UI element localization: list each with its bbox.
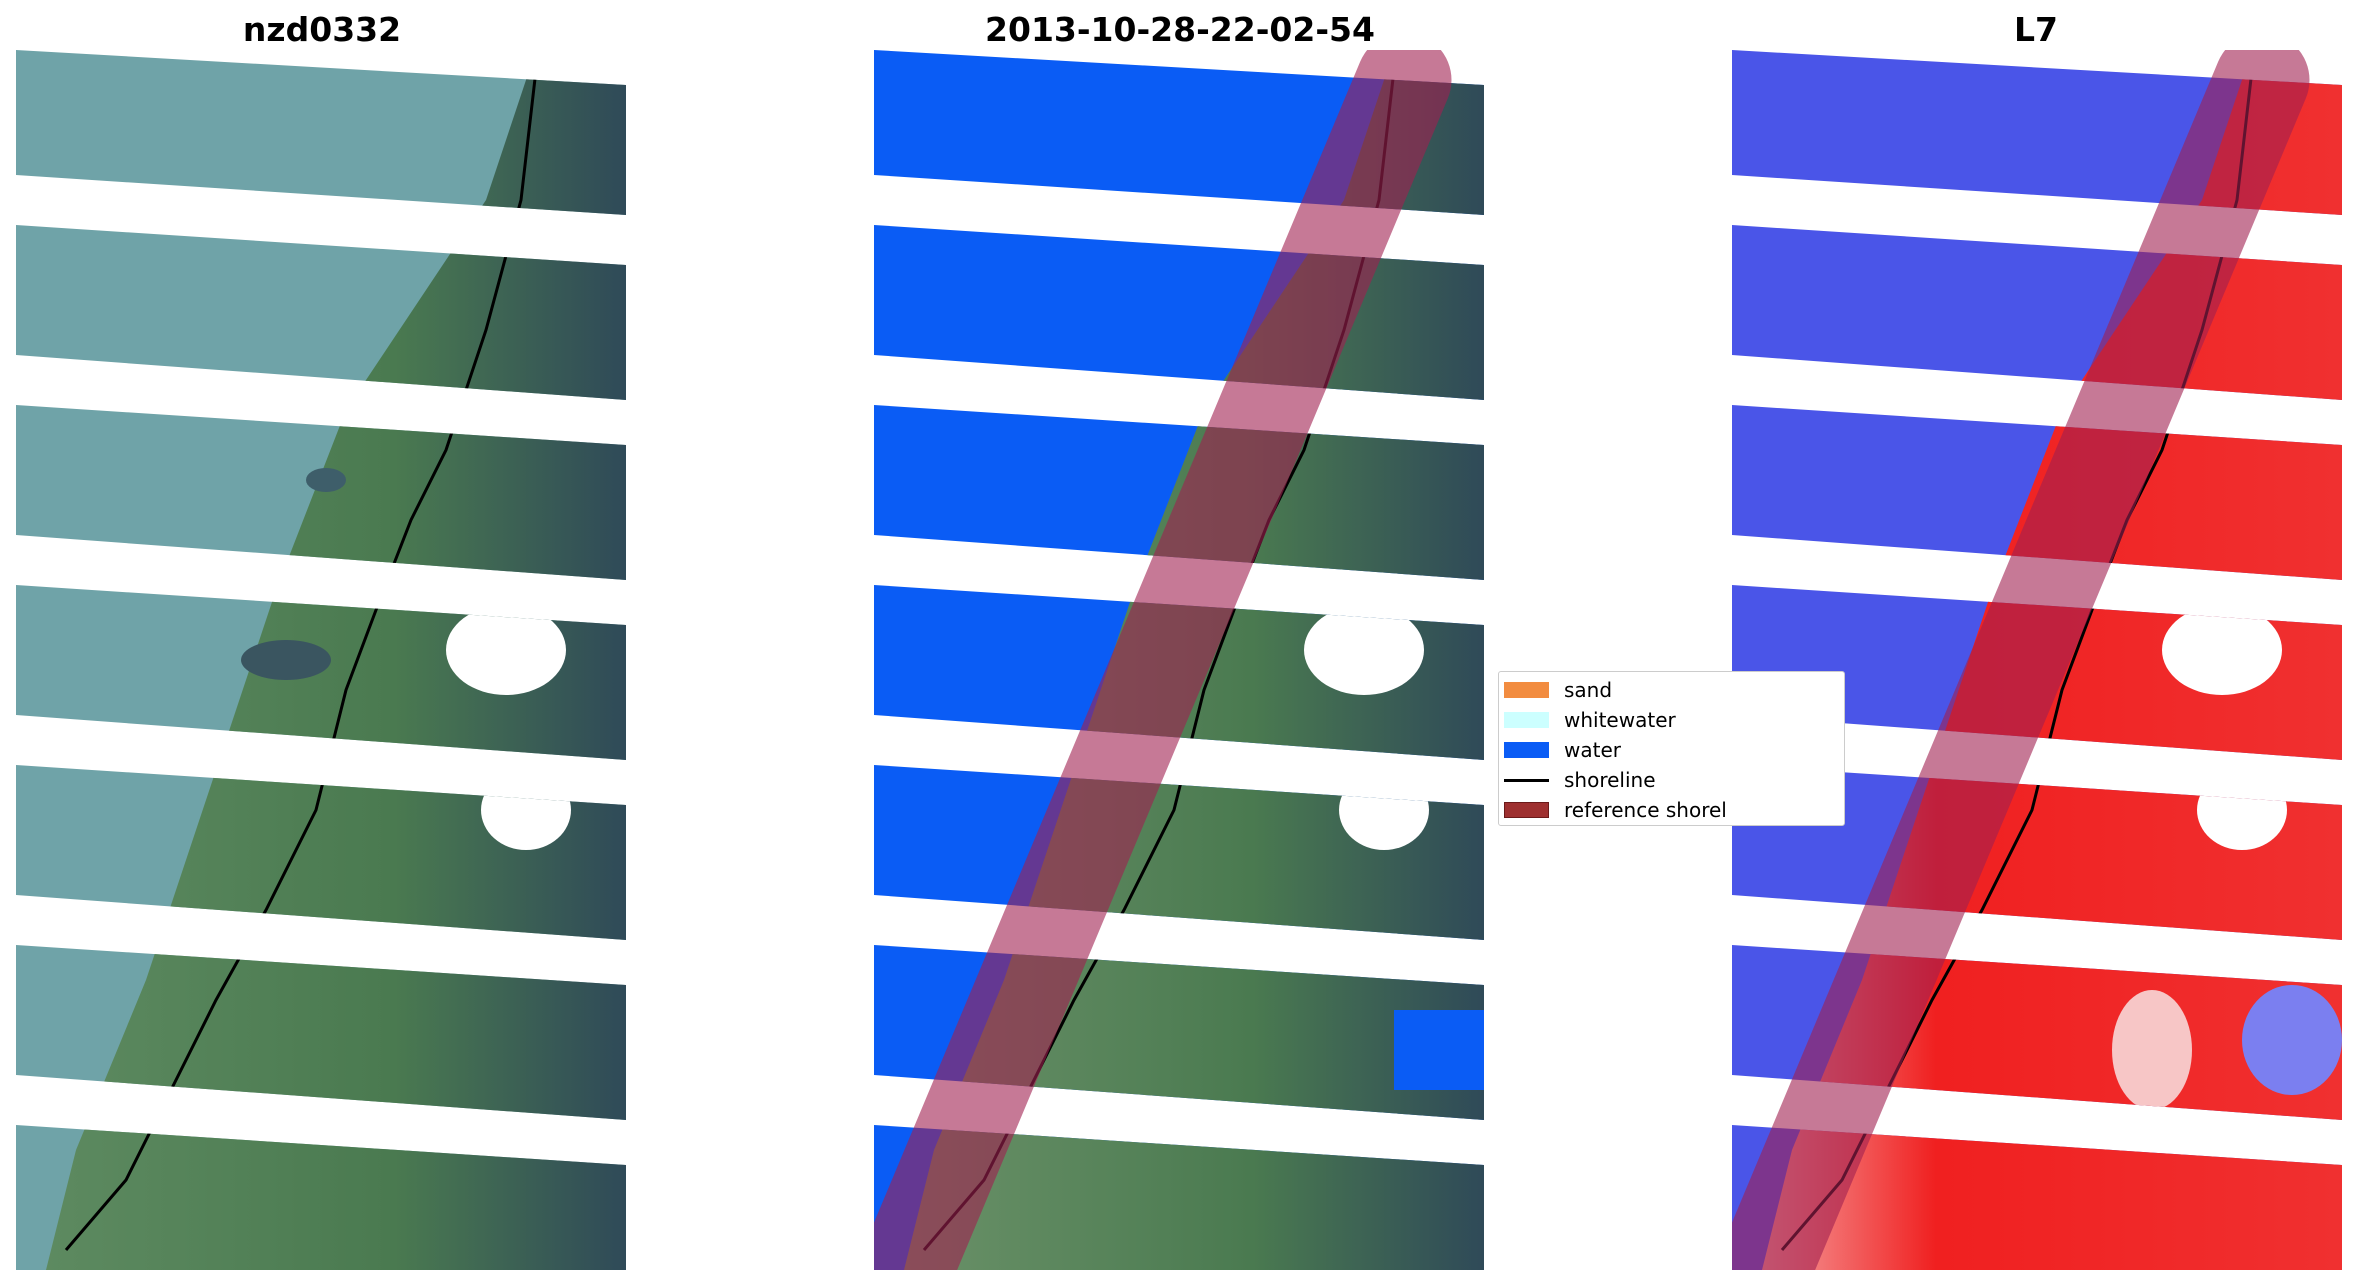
panel-2-title: 2013-10-28-22-02-54 bbox=[985, 10, 1375, 49]
sand-swatch bbox=[1504, 682, 1549, 698]
legend: sand whitewater water shoreline referenc… bbox=[1498, 671, 1845, 826]
index-image-panel bbox=[1732, 50, 2342, 1270]
legend-item-water: water bbox=[1504, 735, 1621, 765]
reference-shoreline-band bbox=[1732, 50, 2310, 1270]
classified-image bbox=[874, 50, 1484, 1270]
panel-1-title: nzd0332 bbox=[242, 10, 402, 49]
legend-label: sand bbox=[1564, 678, 1613, 702]
legend-label: reference shorel bbox=[1564, 798, 1727, 822]
legend-label: whitewater bbox=[1564, 708, 1676, 732]
legend-item-reference-shoreline: reference shorel bbox=[1504, 795, 1727, 825]
shoreline-swatch bbox=[1504, 778, 1549, 782]
legend-item-whitewater: whitewater bbox=[1504, 705, 1676, 735]
legend-label: water bbox=[1564, 738, 1621, 762]
legend-label: shoreline bbox=[1564, 768, 1656, 792]
classified-image-panel bbox=[874, 50, 1484, 1270]
reference-shoreline-band bbox=[874, 50, 1452, 1270]
legend-item-shoreline: shoreline bbox=[1504, 765, 1656, 795]
rgb-image-panel bbox=[16, 50, 626, 1270]
water-swatch bbox=[1504, 742, 1549, 758]
index-image bbox=[1732, 50, 2342, 1270]
panel-3-title: L7 bbox=[2014, 10, 2058, 49]
whitewater-swatch bbox=[1504, 712, 1549, 728]
legend-item-sand: sand bbox=[1504, 675, 1612, 705]
reference-shoreline-swatch bbox=[1504, 802, 1549, 818]
rgb-image bbox=[16, 50, 626, 1270]
